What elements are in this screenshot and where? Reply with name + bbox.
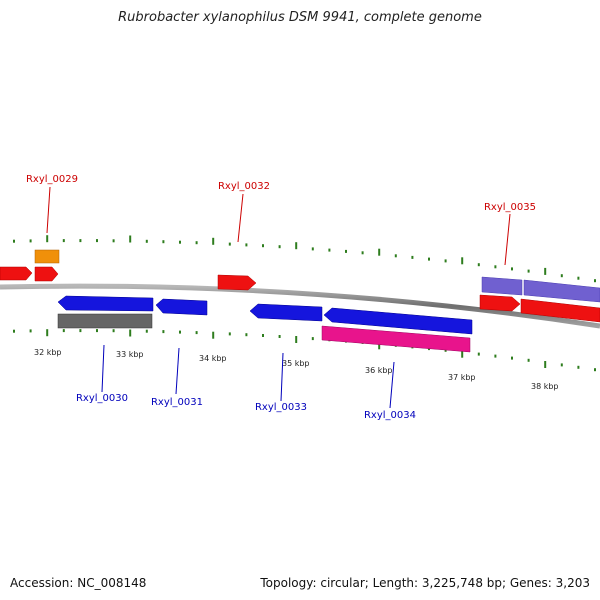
- gene-arrow-red[interactable]: [479, 294, 521, 312]
- leader-rxyl-0032: [237, 193, 244, 243]
- leader-rxyl-0035: [504, 213, 511, 266]
- gene-label-rxyl-0030[interactable]: Rxyl_0030: [76, 393, 128, 404]
- kbp-labels: 32 kbp 33 kbp 34 kbp 35 kbp 36 kbp 37 kb…: [34, 348, 559, 391]
- leader-rxyl-0030: [101, 344, 105, 393]
- topology-text: Topology: circular; Length: 3,225,748 bp…: [260, 576, 590, 590]
- forward-genes: [0, 249, 600, 323]
- reverse-genes: [57, 295, 473, 353]
- gene-box-orange[interactable]: [34, 249, 60, 264]
- gene-box-magenta[interactable]: [321, 325, 471, 353]
- outer-tick-row: [13, 235, 596, 283]
- kbp-label-38: 38 kbp: [531, 382, 559, 391]
- kbp-label-32: 32 kbp: [34, 348, 62, 357]
- gene-label-rxyl-0029[interactable]: Rxyl_0029: [26, 174, 78, 185]
- kbp-label-36: 36 kbp: [365, 366, 393, 375]
- gene-arrow-blue[interactable]: [249, 303, 323, 322]
- leader-rxyl-0033: [280, 352, 284, 402]
- leader-rxyl-0029: [46, 186, 51, 234]
- gene-box-gray[interactable]: [57, 313, 153, 329]
- kbp-label-37: 37 kbp: [448, 373, 476, 382]
- gene-label-rxyl-0032[interactable]: Rxyl_0032: [218, 181, 270, 192]
- gene-arrow-red[interactable]: [217, 274, 257, 291]
- forward-leaders: [46, 186, 511, 266]
- gene-arrow-blue[interactable]: [57, 295, 154, 312]
- gene-arrow-red[interactable]: [520, 298, 600, 323]
- reverse-leaders: [101, 344, 395, 409]
- gene-label-rxyl-0031[interactable]: Rxyl_0031: [151, 397, 203, 408]
- kbp-label-33: 33 kbp: [116, 350, 144, 359]
- genome-backbone: [0, 283, 600, 329]
- gene-arrow-blue[interactable]: [323, 307, 473, 335]
- gene-label-rxyl-0034[interactable]: Rxyl_0034: [364, 410, 416, 421]
- leader-rxyl-0031: [175, 347, 180, 395]
- gene-arrow-red[interactable]: [34, 266, 59, 282]
- forward-gene-labels: Rxyl_0029 Rxyl_0032 Rxyl_0035: [26, 174, 536, 213]
- accession-text: Accession: NC_008148: [10, 576, 147, 590]
- leader-rxyl-0034: [389, 361, 395, 409]
- gene-box-purple[interactable]: [523, 279, 600, 303]
- kbp-label-35: 35 kbp: [282, 359, 310, 368]
- map-title: Rubrobacter xylanophilus DSM 9941, compl…: [118, 10, 482, 25]
- gene-arrow-blue[interactable]: [155, 298, 208, 316]
- gene-label-rxyl-0033[interactable]: Rxyl_0033: [255, 402, 307, 413]
- gene-arrow-red[interactable]: [0, 266, 33, 281]
- gene-label-rxyl-0035[interactable]: Rxyl_0035: [484, 202, 536, 213]
- reverse-gene-labels: Rxyl_0030 Rxyl_0031 Rxyl_0033 Rxyl_0034: [76, 393, 416, 421]
- kbp-label-34: 34 kbp: [199, 354, 227, 363]
- gene-box-purple[interactable]: [481, 276, 523, 296]
